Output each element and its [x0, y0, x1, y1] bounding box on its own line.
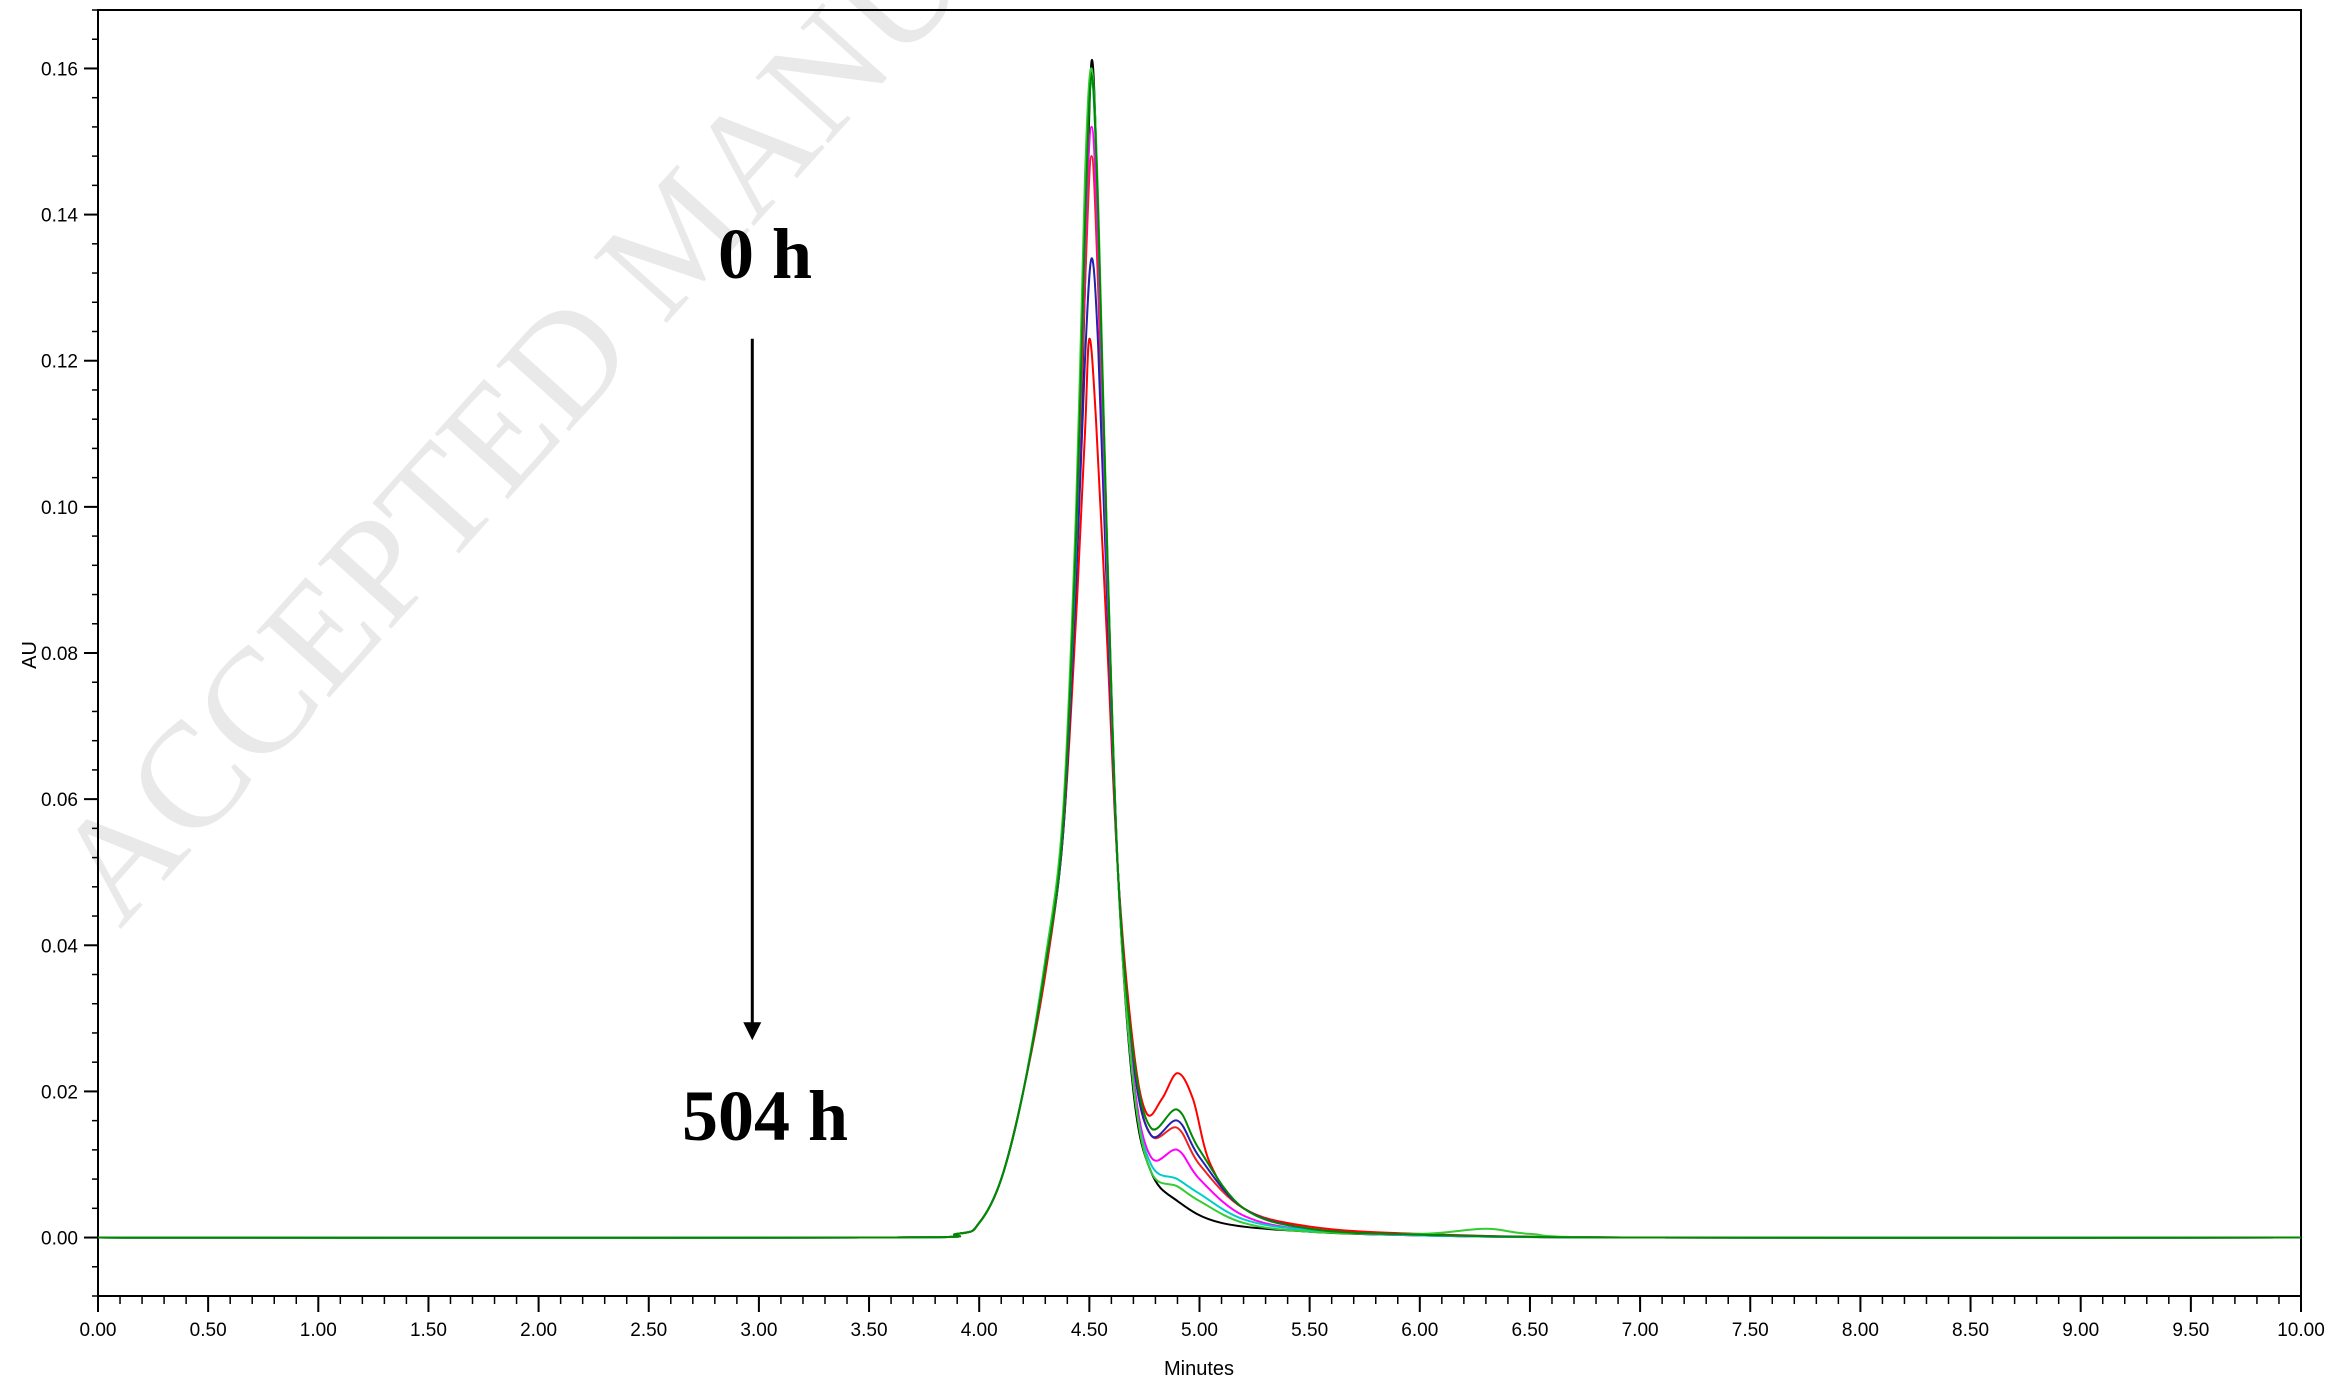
x-tick-label: 6.50: [1511, 1320, 1548, 1341]
y-tick-label: 0.16: [41, 59, 78, 80]
x-tick-label: 8.50: [1952, 1320, 1989, 1341]
y-tick-label: 0.06: [41, 790, 78, 811]
x-tick-label: 6.00: [1401, 1320, 1438, 1341]
y-tick-label: 0.00: [41, 1229, 78, 1250]
x-tick-label: 2.50: [630, 1320, 667, 1341]
y-axis: 0.00 0.02 0.04 0.06 0.08 0.10 0.12 0.14 0.16: [41, 9, 98, 1297]
series-layer: [97, 58, 2302, 1239]
x-tick-label: 5.00: [1181, 1320, 1218, 1341]
y-axis-title: AU: [19, 641, 41, 669]
series-line-6: [97, 82, 2302, 1239]
y-tick-label: 0.04: [41, 936, 78, 957]
x-axis: 0.00 0.50 1.00 1.50 2.00 2.50 3.00 3.50 4.00 4.50…: [80, 1296, 2325, 1341]
x-tick-label: 7.50: [1732, 1320, 1769, 1341]
x-tick-label: 0.00: [80, 1320, 117, 1341]
x-tick-label: 9.50: [2172, 1320, 2209, 1341]
x-tick-label: 4.50: [1071, 1320, 1108, 1341]
y-tick-label: 0.14: [41, 206, 78, 227]
x-tick-label: 1.50: [410, 1320, 447, 1341]
series-line-7: [97, 67, 2302, 1239]
x-tick-label: 3.50: [851, 1320, 888, 1341]
plot-area: [97, 9, 2302, 1297]
x-tick-label: 9.00: [2062, 1320, 2099, 1341]
x-tick-label: 4.00: [961, 1320, 998, 1341]
y-tick-label: 0.02: [41, 1082, 78, 1103]
x-axis-title: Minutes: [1164, 1358, 1234, 1380]
end-time-label: 504 h: [682, 1076, 848, 1156]
series-line-5: [97, 125, 2302, 1239]
annotation-layer: 0 h 504 h: [682, 214, 848, 1156]
y-tick-label: 0.12: [41, 352, 78, 373]
x-tick-label: 5.50: [1291, 1320, 1328, 1341]
x-tick-label: 2.00: [520, 1320, 557, 1341]
x-tick-label: 10.00: [2277, 1320, 2325, 1341]
x-tick-label: 0.50: [190, 1320, 227, 1341]
x-tick-label: 1.00: [300, 1320, 337, 1341]
x-tick-label: 8.00: [1842, 1320, 1879, 1341]
watermark-text: ACCEPTED MANUSCRIPT: [21, 0, 1335, 952]
series-line-8: [97, 74, 2302, 1239]
series-line-3: [97, 155, 2302, 1239]
time-direction-arrowhead: [743, 1022, 762, 1041]
start-time-label: 0 h: [718, 214, 812, 294]
y-tick-label: 0.10: [41, 498, 78, 519]
series-line-1: [97, 58, 2302, 1239]
x-tick-label: 3.00: [740, 1320, 777, 1341]
x-tick-label: 7.00: [1622, 1320, 1659, 1341]
y-tick-label: 0.08: [41, 644, 78, 665]
